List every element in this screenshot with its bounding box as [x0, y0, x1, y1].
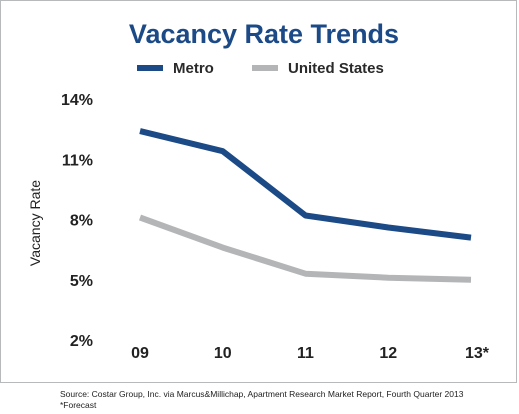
series-line-united-states — [138, 214, 472, 283]
x-tick-label: 13* — [465, 345, 490, 362]
forecast-note: *Forecast — [60, 400, 97, 410]
legend: Metro United States — [137, 60, 384, 77]
y-axis-ticks: 14% 11% 8% 5% 2% — [61, 92, 93, 350]
legend-label-metro: Metro — [173, 60, 214, 77]
chart-svg: Vacancy Rate Trends Metro United States … — [27, 19, 490, 362]
y-tick-label: 2% — [70, 333, 93, 350]
y-axis-label: Vacancy Rate — [27, 180, 43, 266]
chart-title: Vacancy Rate Trends — [129, 19, 399, 49]
series-line-metro — [139, 128, 472, 241]
y-tick-label: 11% — [62, 152, 93, 169]
x-tick-label: 10 — [214, 345, 232, 362]
y-tick-label: 14% — [61, 92, 93, 109]
legend-label-united-states: United States — [288, 60, 384, 77]
x-tick-label: 11 — [297, 345, 314, 362]
x-tick-label: 09 — [131, 345, 149, 362]
x-tick-label: 12 — [379, 345, 397, 362]
x-axis-ticks: 09 10 11 12 13* — [131, 345, 490, 362]
series-lines — [138, 128, 472, 283]
y-tick-label: 8% — [70, 213, 93, 230]
source-note: Source: Costar Group, Inc. via Marcus&Mi… — [60, 389, 463, 411]
source-text: Source: Costar Group, Inc. via Marcus&Mi… — [60, 389, 464, 399]
y-tick-label: 5% — [70, 273, 93, 290]
